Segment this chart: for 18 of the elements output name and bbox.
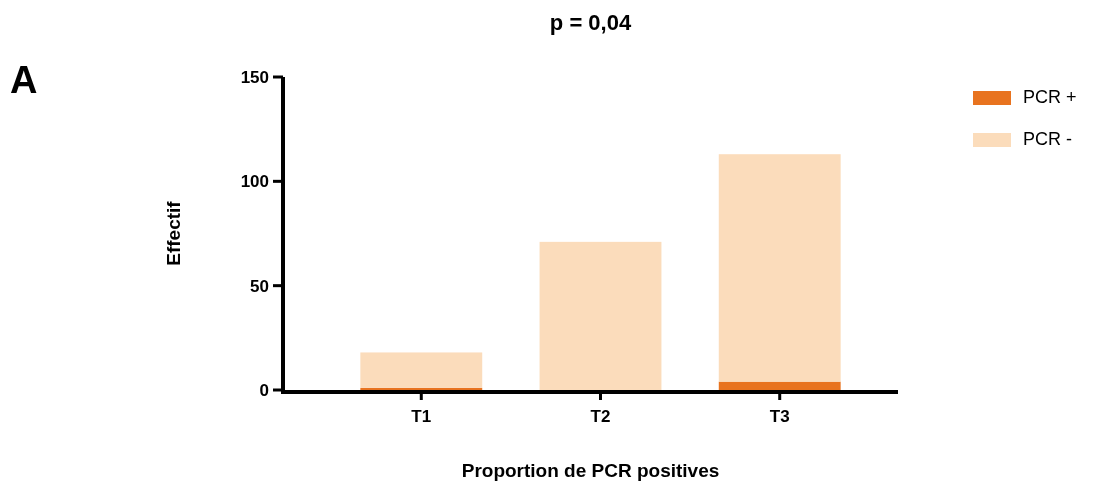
x-tick-label: T3 (769, 407, 790, 426)
legend-label: PCR - (1023, 129, 1072, 150)
y-tick-label: 150 (240, 67, 269, 87)
bar (539, 241, 662, 390)
bar (360, 387, 483, 390)
chart-title: p = 0,04 (549, 10, 632, 35)
x-tick-label: T1 (411, 407, 432, 426)
y-axis-title: Effectif (163, 200, 184, 266)
bar (360, 352, 483, 388)
y-tick-label: 0 (259, 380, 269, 400)
text: A (10, 59, 38, 101)
x-axis-title: Proportion de PCR positives (461, 460, 720, 481)
x-tick-label: T2 (590, 407, 611, 426)
legend-label: PCR + (1023, 87, 1077, 108)
bar (718, 381, 841, 390)
y-tick-label: 50 (250, 276, 269, 296)
bar (718, 154, 841, 382)
y-tick-label: 100 (240, 172, 269, 192)
